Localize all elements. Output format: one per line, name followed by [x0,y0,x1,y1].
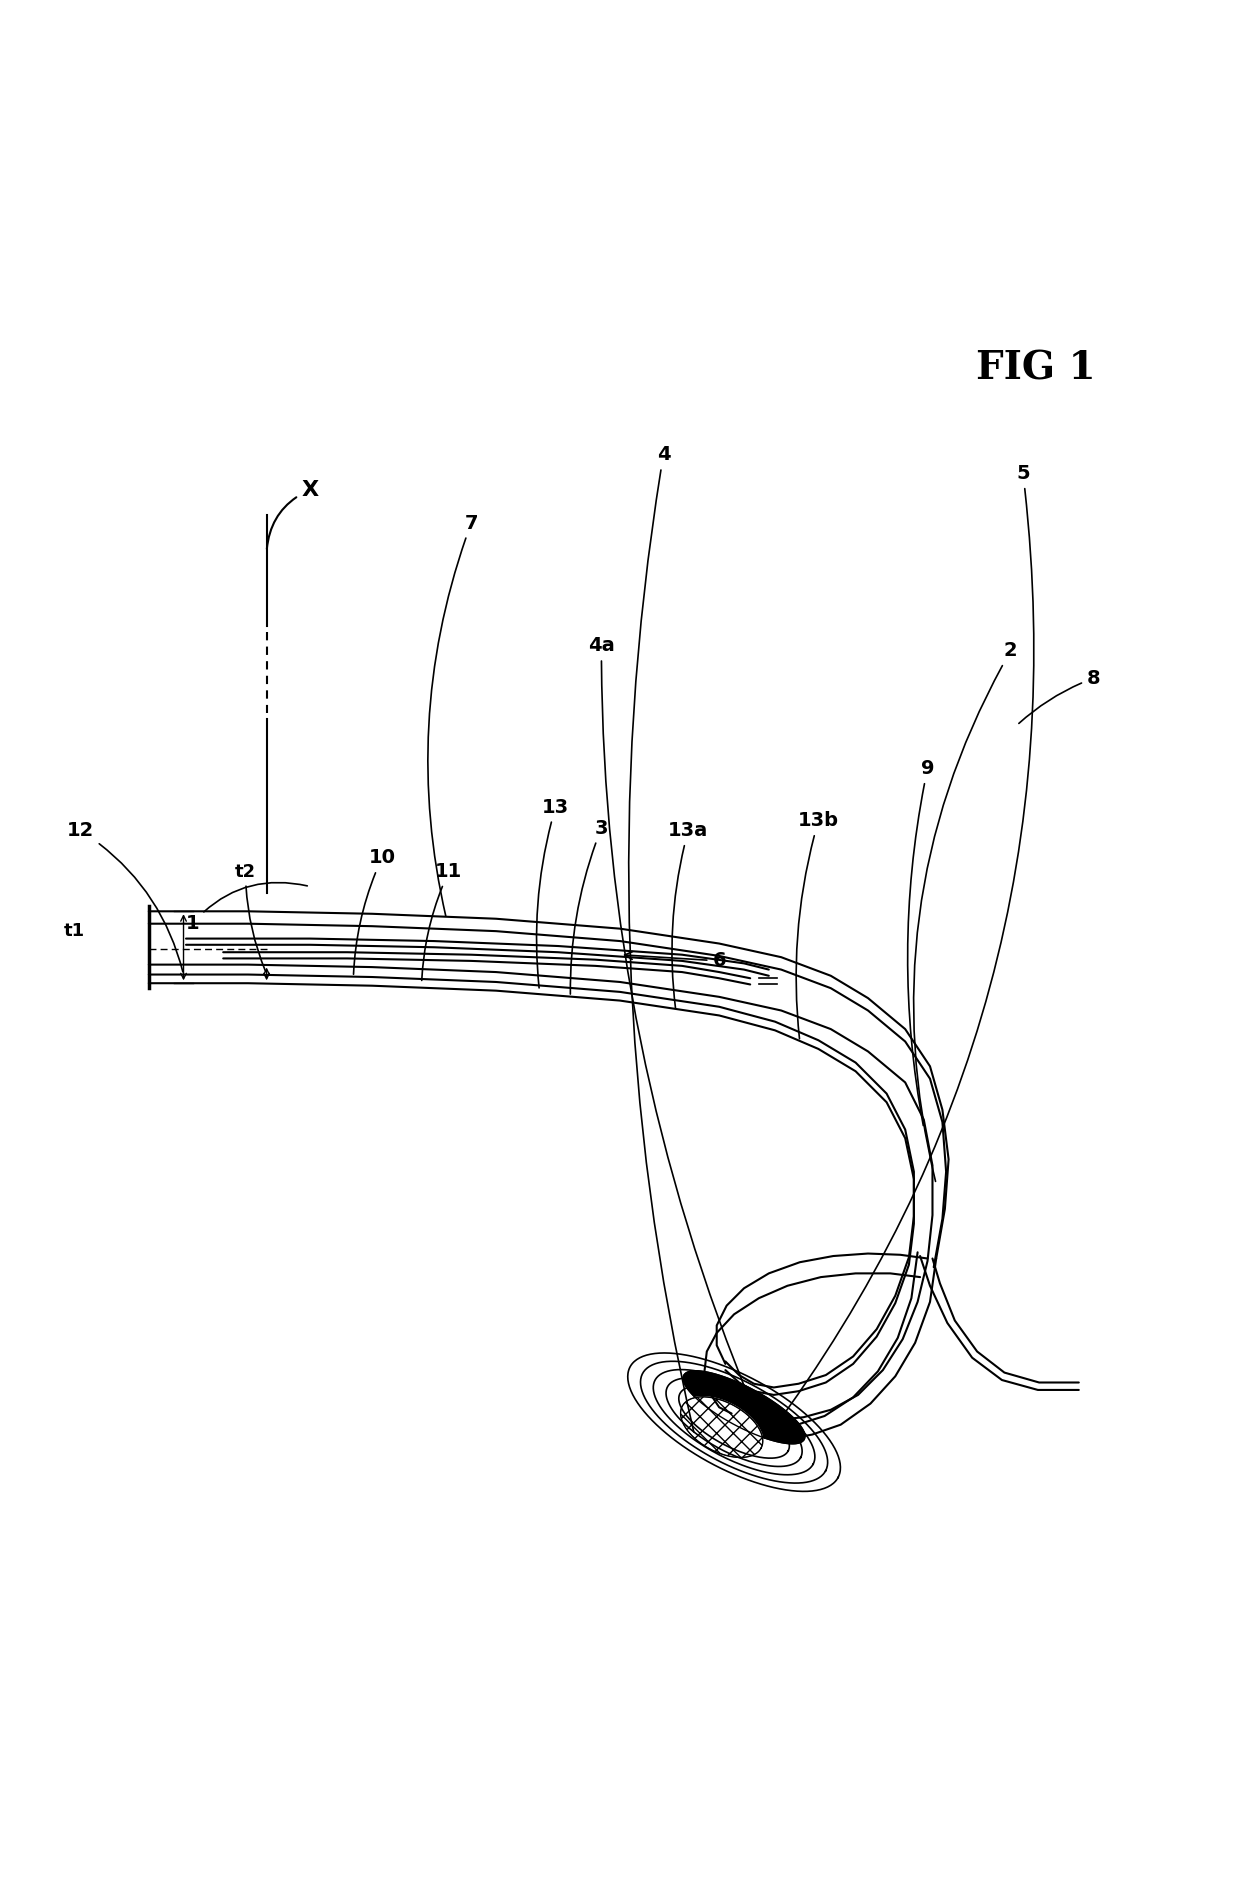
Text: 1: 1 [186,882,308,933]
Text: 4: 4 [629,446,693,1432]
Text: 7: 7 [428,514,477,916]
Text: FIG 1: FIG 1 [976,349,1095,387]
Text: 5: 5 [769,465,1034,1434]
Text: 13b: 13b [796,812,839,1040]
Text: 6: 6 [625,952,725,971]
Text: 10: 10 [353,848,396,975]
Text: 12: 12 [67,821,182,971]
Text: 4a: 4a [588,635,753,1408]
Text: 9: 9 [908,759,934,1125]
Text: t1: t1 [63,922,86,941]
Text: 11: 11 [422,861,463,981]
Text: 8: 8 [1019,668,1100,723]
Text: 13a: 13a [668,821,708,1007]
Text: 13: 13 [537,797,569,988]
Text: X: X [267,480,319,548]
Text: t2: t2 [234,863,265,971]
Polygon shape [683,1372,805,1444]
Text: 3: 3 [570,820,608,994]
Text: 2: 2 [914,641,1017,1182]
Polygon shape [681,1396,763,1457]
